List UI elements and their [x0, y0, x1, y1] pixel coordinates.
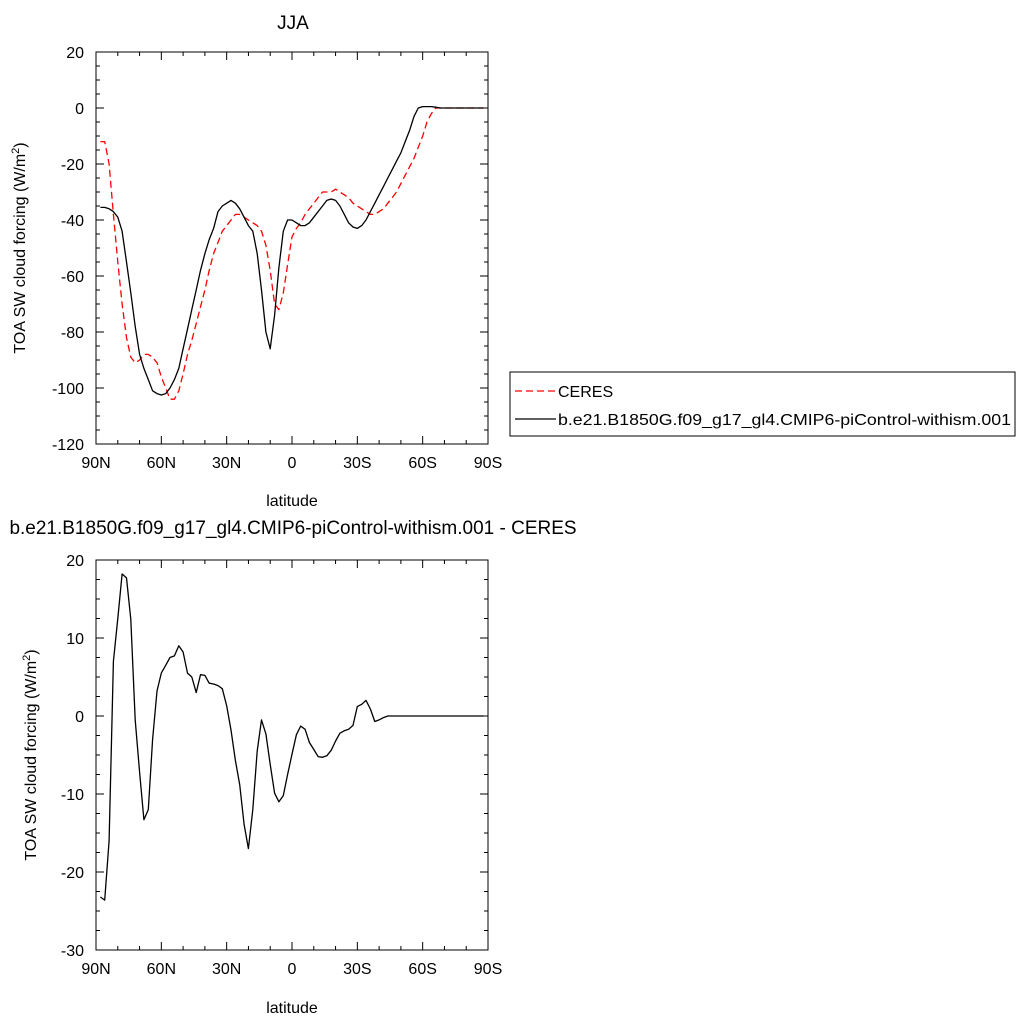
panel1-ytick-label: -40	[61, 213, 84, 230]
panel2-y-axis-label-close: )	[23, 649, 40, 654]
panel1-ticks: 90N 60N 30N 0 30S 60S 90S -120 -100 -80 -60 -40 -20 0…	[52, 45, 502, 472]
panel2-plot-area: 90N 60N 30N 0 30S 60S 90S -30 -20 -10 0 10 20	[61, 553, 502, 978]
panel1-xtick-label: 30S	[343, 455, 371, 472]
panel1-frame	[95, 51, 489, 445]
panel1-xtick-label: 60S	[408, 455, 436, 472]
panel2-ytick-label: 0	[75, 709, 84, 726]
panel2-x-axis-label: latitude	[266, 1000, 318, 1017]
panel1-x-axis-label: latitude	[266, 493, 318, 510]
panel1-xtick-label: 30N	[212, 455, 241, 472]
panel2-ytick-label: -30	[61, 943, 84, 960]
panel1-xtick-label: 90N	[81, 455, 110, 472]
panel1-ytick-label: 20	[66, 45, 84, 62]
panel1-series-ceres-line	[100, 107, 484, 400]
panel1-title: JJA	[277, 13, 309, 34]
panel2-xtick-label: 90S	[474, 961, 502, 978]
panel2-ytick-label: -20	[61, 865, 84, 882]
legend: CERES b.e21.B1850G.f09_g17_gl4.CMIP6-piC…	[509, 371, 1016, 437]
panel1-lines	[100, 105, 484, 400]
panel1-ytick-label: 0	[75, 101, 84, 118]
legend-label-ceres: CERES	[558, 384, 613, 401]
panel1-xtick-label: 90S	[474, 455, 502, 472]
panel1-ytick-label: -60	[61, 269, 84, 286]
panel1-plot-area: 90N 60N 30N 0 30S 60S 90S -120 -100 -80 -60 -40 -20 0…	[52, 45, 502, 472]
panel1-ytick-label: -100	[52, 381, 84, 398]
legend-box	[509, 371, 1016, 437]
panel2-xtick-label: 90N	[81, 961, 110, 978]
panel2-lines	[100, 573, 484, 901]
panel1-y-axis-label: TOA SW cloud forcing (W/m2)	[10, 142, 29, 353]
panel1-y-axis-label-sup: 2	[10, 148, 22, 154]
panel1-xtick-label: 60N	[147, 455, 176, 472]
panel1-ytick-label: -20	[61, 157, 84, 174]
panel2-xtick-label: 30S	[343, 961, 371, 978]
panel1-ytick-label: -120	[52, 437, 84, 454]
panel2-xtick-label: 0	[288, 961, 297, 978]
panel1-y-axis-label-main: TOA SW cloud forcing (W/m	[12, 154, 29, 354]
panel1-series-model-line	[100, 105, 484, 396]
panel2-xtick-label: 60N	[147, 961, 176, 978]
panel2-y-axis-label: TOA SW cloud forcing (W/m2)	[21, 649, 40, 860]
panel2-title: b.e21.B1850G.f09_g17_gl4.CMIP6-piControl…	[9, 518, 576, 539]
panel2-y-axis-label-sup: 2	[21, 655, 33, 661]
panel1-xtick-label: 0	[288, 455, 297, 472]
panel2-xtick-label: 60S	[408, 961, 436, 978]
panel2-ytick-label: -10	[61, 787, 84, 804]
panel1-ytick-label: -80	[61, 325, 84, 342]
panel2-y-axis-label-main: TOA SW cloud forcing (W/m	[23, 661, 40, 861]
panel2-ytick-label: 10	[66, 631, 84, 648]
legend-label-model: b.e21.B1850G.f09_g17_gl4.CMIP6-piControl…	[558, 412, 1011, 429]
panel2-ytick-label: 20	[66, 553, 84, 570]
panel2-xtick-label: 30N	[212, 961, 241, 978]
panel2-series-model-line	[100, 573, 484, 901]
panel1-y-axis-label-close: )	[12, 142, 29, 147]
panel2-ticks: 90N 60N 30N 0 30S 60S 90S -30 -20 -10 0 10 20	[61, 553, 502, 978]
